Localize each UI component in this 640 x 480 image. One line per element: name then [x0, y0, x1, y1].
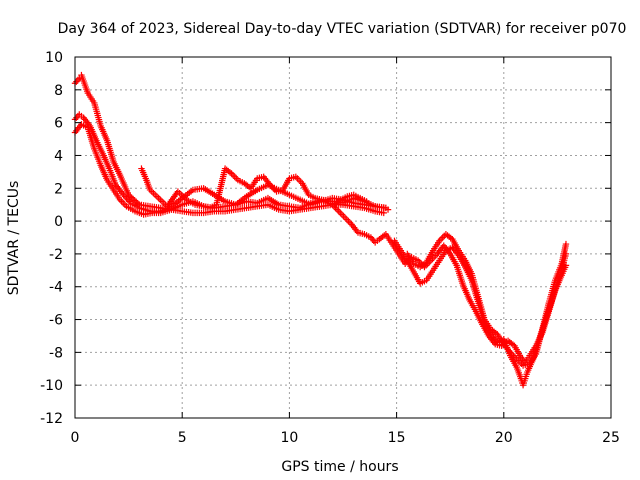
y-tick-label: 10 — [45, 50, 63, 66]
data-point-interp — [133, 198, 140, 206]
data-point — [363, 198, 370, 205]
y-tick-label: -12 — [40, 411, 63, 427]
y-tick-label: -2 — [49, 247, 63, 263]
series-track-e — [329, 201, 570, 366]
y-tick-label: 4 — [54, 148, 63, 164]
plot-area — [71, 71, 570, 389]
plot-frame — [74, 56, 612, 419]
series-track-g — [404, 231, 570, 369]
x-tick-label: 25 — [602, 430, 620, 446]
ticks: 0 5 10 15 20 25 -12 -10 -8 -6 -4 -2 0 2 4 6 8 10 — [40, 50, 620, 446]
chart-title: Day 364 of 2023, Sidereal Day-to-day VTE… — [58, 21, 627, 37]
y-tick-label: -6 — [49, 313, 63, 329]
x-tick-label: 5 — [178, 430, 187, 446]
data-point — [380, 209, 387, 217]
y-tick-label: 2 — [54, 181, 63, 197]
x-tick-label: 0 — [71, 430, 80, 446]
x-tick-label: 20 — [495, 430, 513, 446]
x-tick-label: 10 — [280, 430, 298, 446]
y-tick-label: 8 — [54, 83, 63, 99]
y-tick-label: -10 — [40, 378, 63, 394]
y-axis-title: SDTVAR / TECUs — [6, 181, 22, 296]
y-tick-label: 6 — [54, 116, 63, 132]
data-point — [562, 240, 570, 248]
data-point — [76, 75, 83, 82]
y-tick-label: 0 — [54, 214, 63, 230]
x-tick-label: 15 — [388, 430, 406, 446]
y-tick-label: -4 — [49, 280, 63, 296]
x-axis-title: GPS time / hours — [281, 459, 398, 475]
series-track-c — [71, 121, 387, 218]
y-tick-label: -8 — [49, 345, 63, 361]
data-point — [382, 204, 390, 212]
